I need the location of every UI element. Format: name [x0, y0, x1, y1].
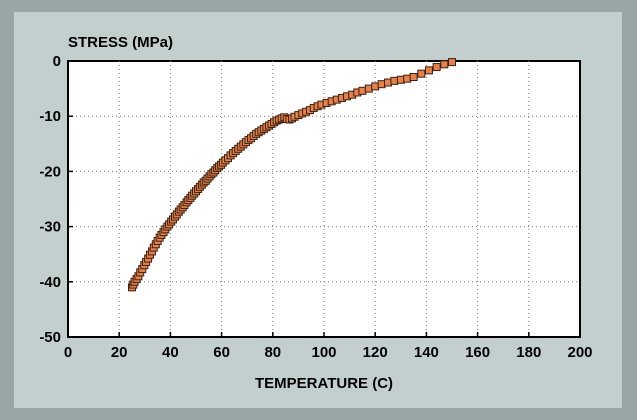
- data-point: [424, 66, 433, 75]
- data-point: [448, 58, 456, 67]
- grid-lines: [68, 61, 580, 337]
- data-point: [417, 69, 426, 78]
- x-tick-label: 120: [363, 344, 388, 361]
- x-tick-label: 0: [64, 344, 72, 361]
- x-axis-title: TEMPERATURE (C): [255, 375, 393, 392]
- data-points: [128, 58, 456, 292]
- data-point: [440, 60, 449, 69]
- y-tick-label: -50: [39, 329, 61, 346]
- x-tick-label: 20: [111, 344, 128, 361]
- y-tick-label: -10: [39, 108, 61, 125]
- y-tick-label: -30: [39, 219, 61, 236]
- x-tick-label: 140: [414, 344, 439, 361]
- data-point: [409, 73, 418, 82]
- x-tick-label: 160: [465, 344, 490, 361]
- x-tick-label: 100: [311, 344, 336, 361]
- x-tick-label: 200: [567, 344, 592, 361]
- y-tick-label: -20: [39, 163, 61, 180]
- x-tick-label: 80: [264, 344, 281, 361]
- data-point: [432, 63, 441, 72]
- y-axis-title: STRESS (MPa): [68, 34, 173, 51]
- x-tick-label: 40: [162, 344, 179, 361]
- y-tick-label: -40: [39, 274, 61, 291]
- y-tick-label: 0: [53, 53, 61, 70]
- x-tick-label: 60: [213, 344, 230, 361]
- axis-ticks: 0 20 40 60 80 100 120 140 160 180 200 0 -10 -20 -30 -40…: [39, 53, 592, 361]
- x-tick-label: 180: [516, 344, 541, 361]
